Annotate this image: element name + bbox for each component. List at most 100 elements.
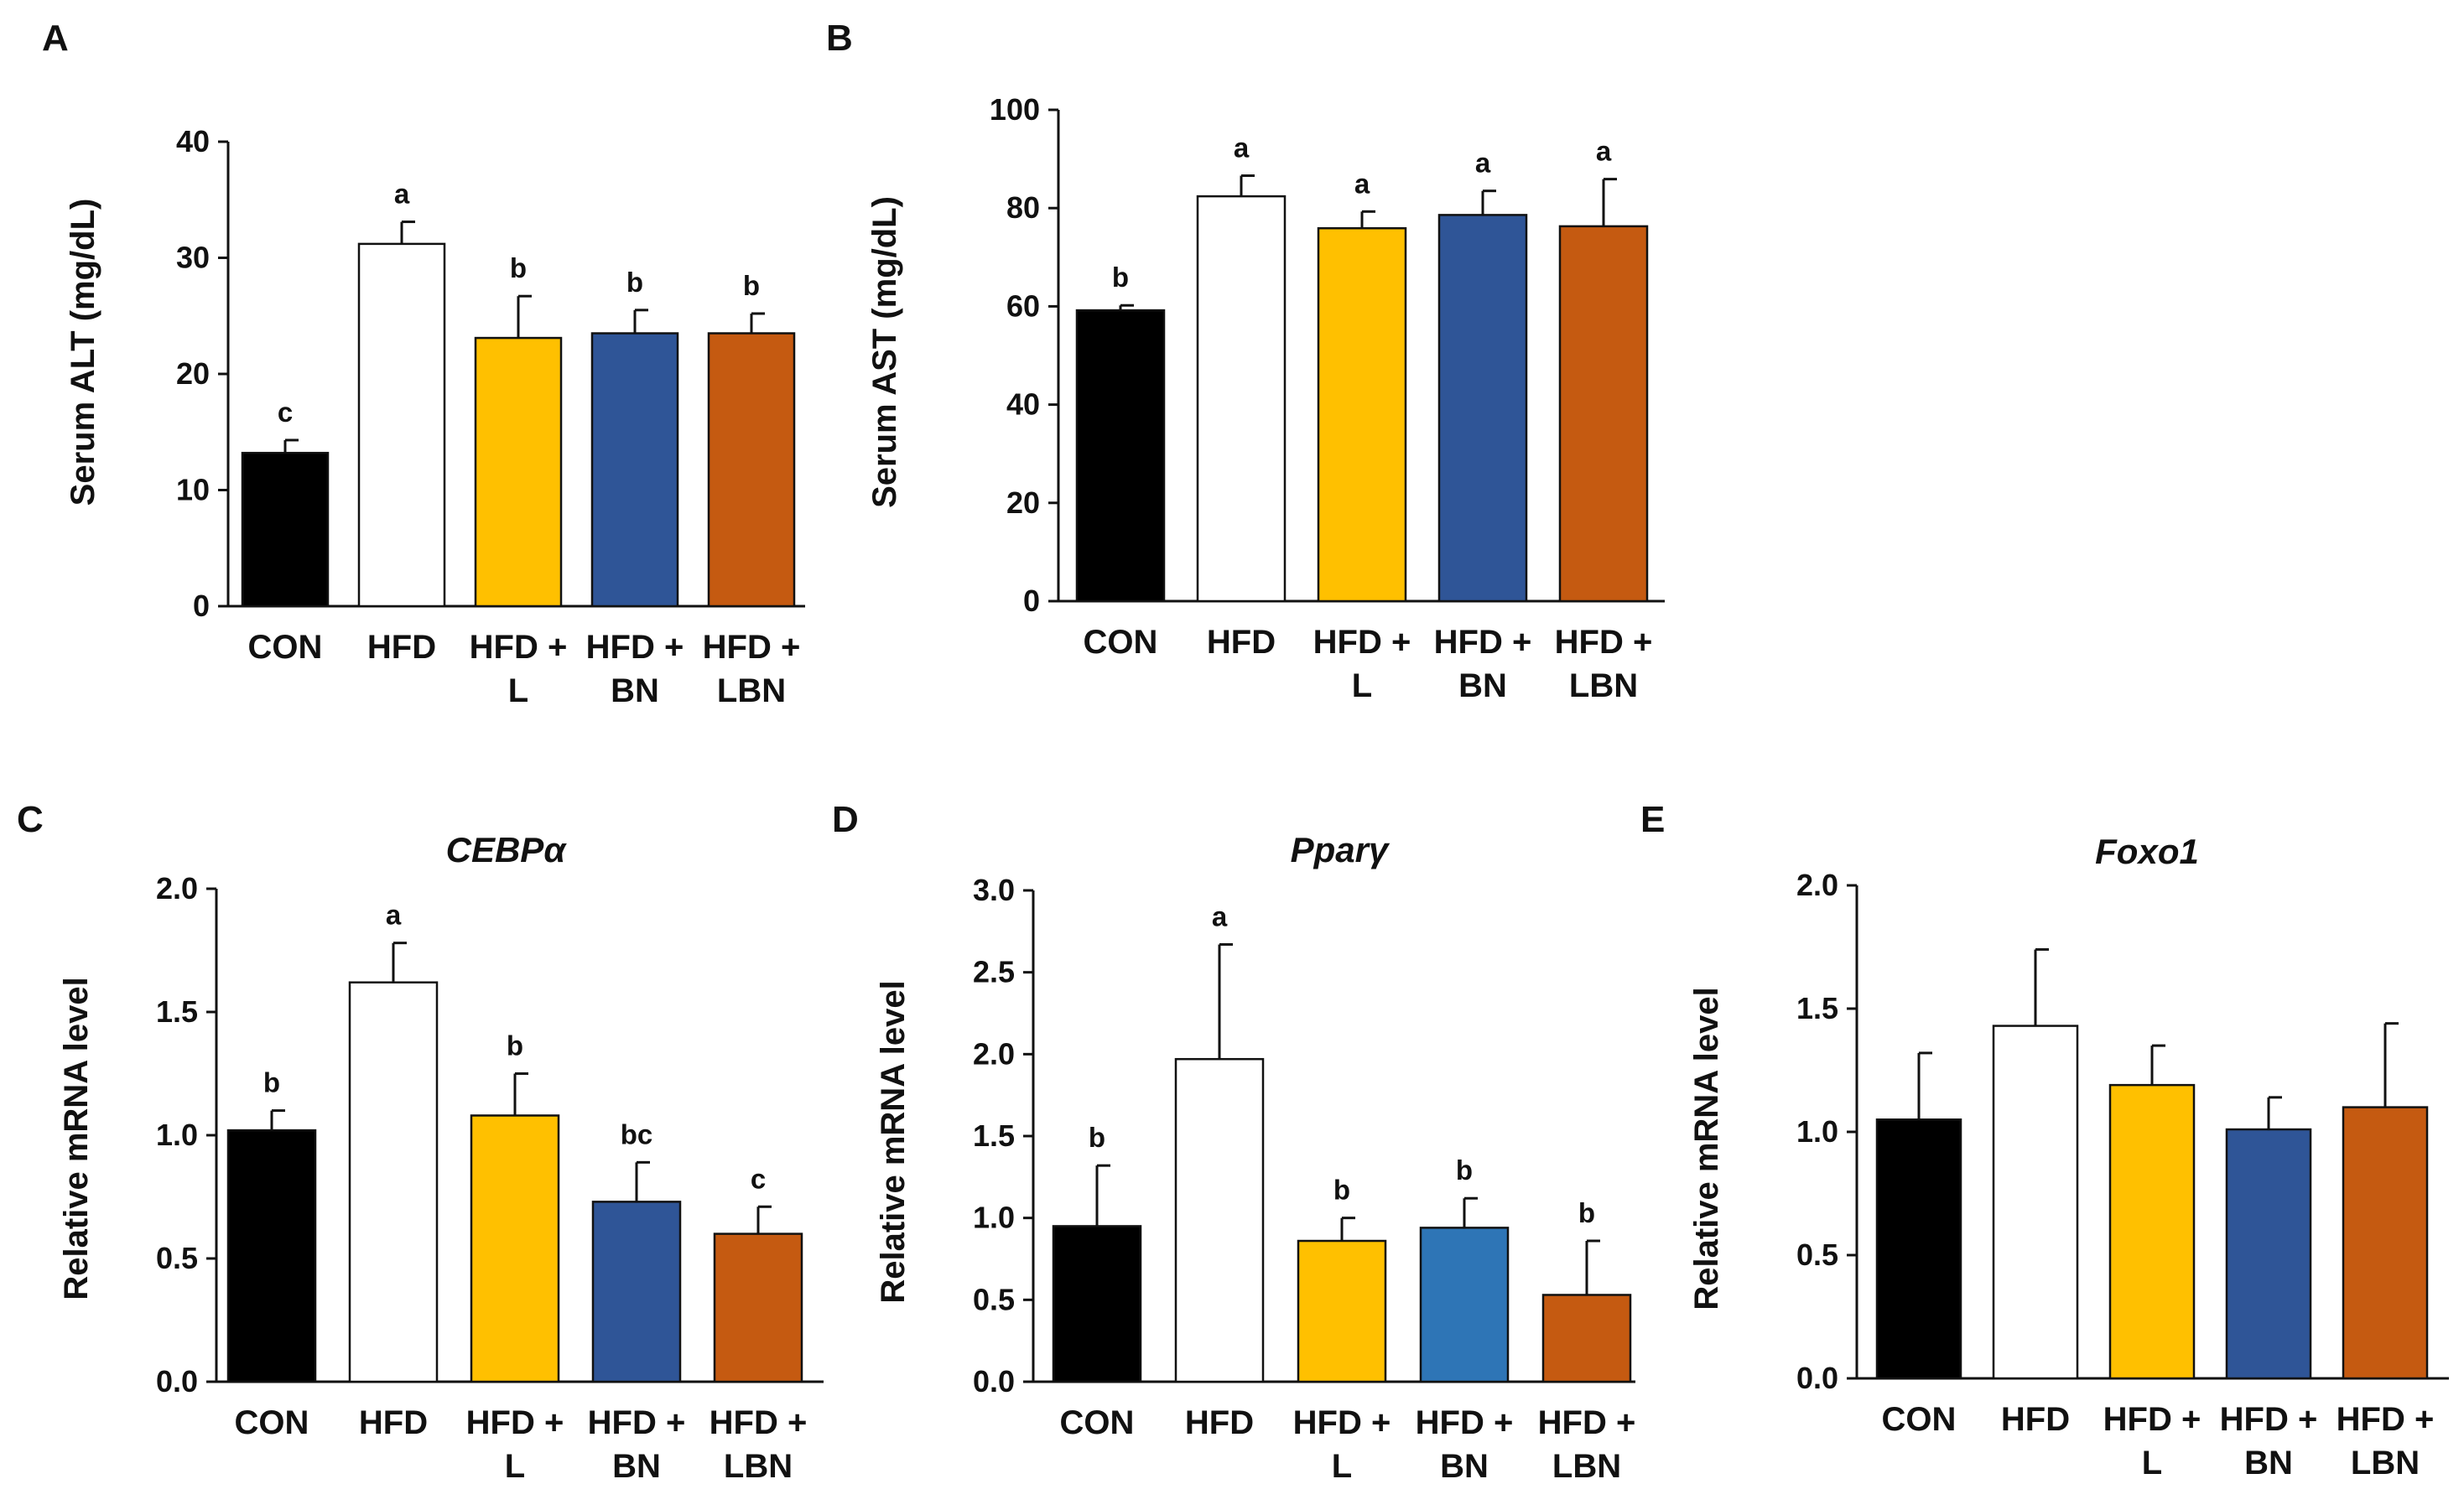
y-tick-label: 80 — [1006, 190, 1040, 225]
y-tick-label: 0.5 — [156, 1241, 198, 1275]
bar — [241, 451, 330, 608]
significance-letter: b — [1333, 1175, 1350, 1206]
significance-letter: b — [1578, 1197, 1595, 1228]
y-tick-label: 2.0 — [156, 871, 198, 905]
x-tick-label: L — [508, 672, 528, 709]
panel-letter-b: B — [826, 18, 853, 59]
panel-letter-d: D — [832, 799, 859, 840]
x-tick-label: HFD + — [1538, 1404, 1636, 1441]
significance-letter: bc — [621, 1118, 653, 1149]
x-tick-label: BN — [1440, 1448, 1489, 1485]
y-tick-label: 1.5 — [1796, 991, 1838, 1025]
x-tick-label: HFD + — [1293, 1404, 1391, 1441]
y-tick-label: 3.0 — [973, 873, 1015, 907]
bar — [591, 1201, 682, 1383]
x-tick-label: BN — [611, 672, 659, 709]
bar — [1317, 226, 1407, 603]
x-tick-label: BN — [2244, 1445, 2293, 1481]
x-tick-label: HFD + — [2103, 1401, 2201, 1438]
bar — [348, 981, 439, 1383]
x-tick-label: HFD + — [586, 629, 684, 666]
panel-letter-c: C — [17, 799, 44, 840]
x-tick-label: HFD + — [1434, 624, 1532, 661]
y-tick-label: 30 — [176, 241, 210, 275]
bar — [1075, 309, 1166, 603]
bar — [713, 1232, 803, 1383]
y-axis-label: Relative mRNA level — [58, 977, 95, 1300]
x-tick-label: HFD + — [1313, 624, 1411, 661]
x-tick-label: CON — [235, 1404, 309, 1441]
bar — [1875, 1118, 1962, 1380]
panel-letter-e: E — [1640, 799, 1665, 840]
bar — [226, 1129, 317, 1383]
x-tick-label: HFD + — [1416, 1404, 1514, 1441]
bar — [1992, 1025, 2079, 1380]
y-tick-label: 40 — [1006, 387, 1040, 422]
y-tick-label: 20 — [176, 356, 210, 391]
significance-letter: a — [1596, 136, 1612, 167]
significance-letter: a — [1475, 148, 1491, 179]
x-tick-label: BN — [612, 1448, 661, 1485]
bar — [2225, 1128, 2312, 1380]
bar — [2342, 1106, 2429, 1380]
y-axis-label: Serum AST (mg/dL) — [866, 196, 903, 508]
panel-b: B Serum AST (mg/dL) 0 20 40 60 80 100 b CON a HFD… — [826, 18, 1665, 704]
y-tick-label: 60 — [1006, 288, 1040, 323]
y-tick-label: 20 — [1006, 485, 1040, 520]
bar — [1174, 1057, 1265, 1383]
significance-letter: a — [1212, 900, 1228, 931]
significance-letter: c — [751, 1163, 766, 1194]
x-tick-label: LBN — [2351, 1445, 2420, 1481]
chart-title: Pparγ — [1291, 830, 1391, 869]
significance-letter: b — [263, 1067, 280, 1098]
significance-letter: c — [278, 397, 293, 428]
x-tick-label: LBN — [724, 1448, 793, 1485]
y-tick-label: 1.0 — [973, 1201, 1015, 1235]
significance-letter: b — [507, 1030, 523, 1061]
y-tick-label: 2.0 — [1796, 868, 1838, 902]
x-tick-label: L — [1332, 1448, 1352, 1485]
x-tick-label: CON — [248, 629, 323, 666]
bar — [2108, 1083, 2196, 1380]
x-tick-label: CON — [1084, 624, 1158, 661]
bar — [707, 332, 796, 608]
y-axis-label: Serum ALT (mg/dL) — [65, 199, 101, 506]
chart-title: Foxo1 — [2095, 832, 2199, 871]
y-tick-label: 1.5 — [973, 1118, 1015, 1153]
y-tick-label: 40 — [176, 124, 210, 158]
y-tick-label: 0.5 — [973, 1282, 1015, 1316]
panel-e: E Foxo1 Relative mRNA level 0.0 0.5 1.0 1.5… — [1640, 799, 2449, 1481]
x-tick-label: LBN — [1569, 667, 1638, 704]
y-tick-label: 2.0 — [973, 1036, 1015, 1071]
significance-letter: a — [1354, 168, 1370, 199]
x-tick-label: HFD + — [2337, 1401, 2435, 1438]
bar — [1052, 1225, 1142, 1383]
y-tick-label: 100 — [990, 92, 1040, 127]
bar — [357, 242, 446, 608]
y-tick-label: 0 — [1023, 584, 1040, 618]
x-tick-label: CON — [1882, 1401, 1957, 1438]
y-tick-label: 1.5 — [156, 994, 198, 1029]
bar — [1419, 1227, 1510, 1383]
x-tick-label: HFD — [1207, 624, 1276, 661]
significance-letter: b — [626, 267, 643, 298]
x-tick-label: L — [505, 1448, 525, 1485]
y-axis-label: Relative mRNA level — [1688, 987, 1725, 1310]
bar — [474, 336, 563, 608]
x-tick-label: LBN — [1552, 1448, 1621, 1485]
bar — [470, 1114, 560, 1383]
y-tick-label: 2.5 — [973, 955, 1015, 989]
x-tick-label: CON — [1060, 1404, 1135, 1441]
significance-letter: b — [1089, 1122, 1105, 1153]
x-tick-label: HFD + — [703, 629, 801, 666]
x-tick-label: HFD — [359, 1404, 428, 1441]
x-tick-label: HFD — [367, 629, 436, 666]
panel-letter-a: A — [42, 18, 69, 59]
x-tick-label: HFD + — [2220, 1401, 2318, 1438]
x-tick-label: HFD — [1185, 1404, 1254, 1441]
x-tick-label: L — [1352, 667, 1372, 704]
y-tick-label: 0 — [193, 589, 210, 623]
significance-letter: b — [743, 270, 760, 301]
x-tick-label: BN — [1458, 667, 1507, 704]
